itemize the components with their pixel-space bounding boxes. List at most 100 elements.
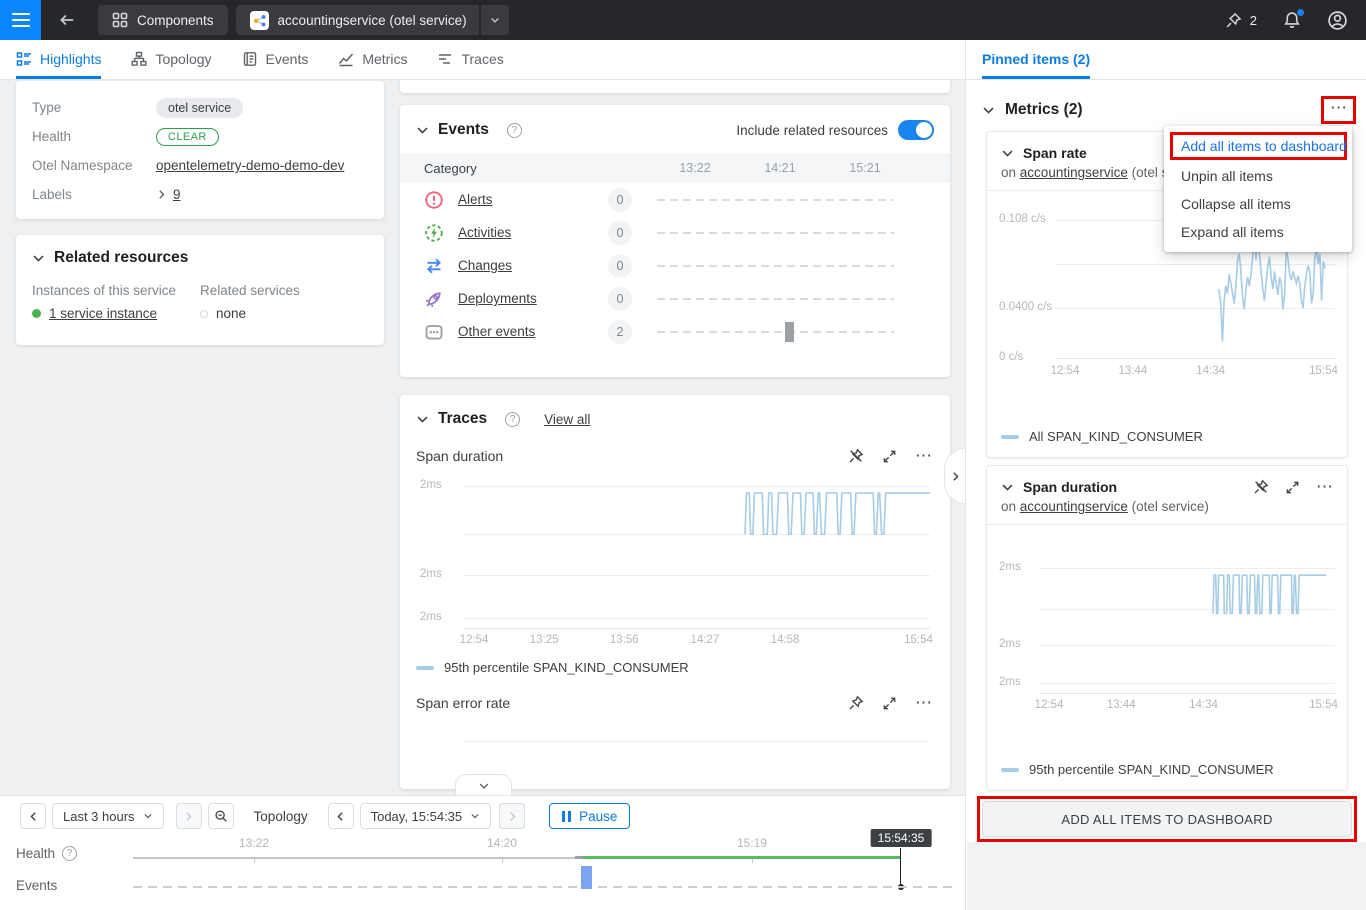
related-services-column: Related services none	[200, 283, 368, 321]
y-axis-label: 2ms	[420, 478, 442, 491]
pinned-span-duration-chart[interactable]: 2ms 2ms 2ms 12:54 13:44 14:34 15:54	[999, 551, 1338, 711]
tab-traces[interactable]: Traces	[437, 40, 504, 79]
labels-label: Labels	[32, 187, 72, 202]
more-options-icon[interactable]: ⋯	[915, 693, 932, 712]
time-range-back-button[interactable]	[20, 803, 46, 829]
span-duration-legend: 95th percentile SPAN_KIND_CONSUMER	[416, 660, 950, 675]
x-axis-label: 15:54	[1309, 365, 1338, 377]
events-timeline[interactable]	[133, 886, 958, 888]
timeline-marker-badge[interactable]: 15:54:35	[870, 829, 932, 847]
topology-time-forward-button[interactable]	[499, 803, 526, 829]
span-rate-chart[interactable]: 0.108 c/s 0.0400 c/s 0 c/s 12:54 13:44 14:34 1…	[999, 213, 1338, 377]
chevron-down-icon[interactable]	[416, 413, 429, 426]
event-row-other: Other events 2	[400, 315, 950, 348]
chevron-down-icon[interactable]	[982, 104, 995, 117]
changes-count: 0	[608, 253, 632, 278]
span-duration-chart[interactable]: 2ms 2ms 2ms 12:54 13:25 13:56 14:27 14:58 15:54	[420, 478, 933, 646]
service-link[interactable]: accountingservice	[1019, 165, 1128, 180]
include-related-label: Include related resources	[736, 122, 888, 138]
menu-item-add-all-to-dashboard[interactable]: Add all items to dashboard	[1170, 132, 1347, 160]
pinned-items-button[interactable]: 2	[1225, 12, 1257, 29]
health-row-label: Health ?	[16, 846, 78, 861]
gridline	[1055, 264, 1335, 266]
view-all-link[interactable]: View all	[544, 411, 591, 427]
other-events-link[interactable]: Other events	[458, 324, 536, 339]
menu-item-expand-all[interactable]: Expand all items	[1181, 224, 1284, 240]
chevron-down-icon[interactable]	[416, 124, 429, 137]
pause-button[interactable]: Pause	[549, 803, 631, 829]
labels-count-link[interactable]: 9	[173, 187, 181, 202]
help-icon[interactable]: ?	[506, 122, 522, 138]
topology-time-back-button[interactable]	[327, 803, 354, 829]
chevron-down-icon[interactable]	[1001, 481, 1014, 494]
pause-icon	[562, 810, 572, 822]
zoom-out-button[interactable]	[207, 803, 234, 829]
tab-highlights[interactable]: Highlights	[16, 40, 102, 79]
scroll-expander-button[interactable]	[455, 774, 512, 796]
health-label: Health	[32, 129, 72, 144]
expand-icon[interactable]	[1285, 480, 1300, 495]
chevron-right-icon[interactable]	[156, 189, 167, 200]
x-axis-label: 15:54	[904, 634, 933, 646]
health-timeline-unknown[interactable]	[575, 856, 583, 859]
tab-metrics[interactable]: Metrics	[338, 40, 407, 79]
back-button[interactable]	[53, 6, 81, 34]
add-all-items-to-dashboard-button[interactable]: ADD ALL ITEMS TO DASHBOARD	[982, 801, 1352, 837]
tab-metrics-label: Metrics	[362, 51, 408, 67]
unpin-icon[interactable]	[848, 448, 864, 464]
service-instance-link[interactable]: 1 service instance	[49, 306, 158, 321]
hamburger-menu-button[interactable]	[0, 0, 41, 40]
more-options-icon[interactable]: ⋯	[915, 446, 932, 465]
health-timeline-green[interactable]	[583, 856, 901, 859]
tab-service[interactable]: accountingservice (otel service)	[235, 5, 479, 35]
user-menu-button[interactable]	[1327, 10, 1348, 31]
tab-service-label: accountingservice (otel service)	[277, 12, 467, 28]
other-events-icon	[424, 322, 444, 342]
menu-item-collapse-all[interactable]: Collapse all items	[1181, 196, 1291, 212]
deployments-link[interactable]: Deployments	[458, 291, 537, 306]
namespace-link[interactable]: opentelemetry-demo-demo-dev	[156, 158, 345, 173]
pin-icon[interactable]	[848, 695, 864, 711]
expand-icon[interactable]	[882, 449, 897, 464]
help-icon[interactable]: ?	[505, 411, 521, 427]
events-timeline-bar[interactable]	[581, 866, 592, 889]
events-table-header: Category 13:22 14:21 15:21	[400, 153, 950, 183]
changes-link[interactable]: Changes	[458, 258, 513, 273]
include-related-toggle[interactable]	[898, 120, 934, 140]
unpin-icon[interactable]	[1253, 479, 1269, 495]
topology-time-dropdown[interactable]: Today, 15:54:35	[359, 803, 492, 829]
tab-pinned-items[interactable]: Pinned items (2)	[982, 40, 1091, 79]
tab-topology[interactable]: Topology	[131, 40, 212, 79]
changes-sparkline	[657, 264, 894, 267]
more-options-icon[interactable]: ⋯	[1316, 477, 1333, 496]
x-axis-label: 15:54	[1309, 699, 1338, 711]
chevron-down-icon[interactable]	[1001, 147, 1014, 160]
service-tab-dropdown[interactable]	[480, 5, 509, 35]
chevron-down-icon[interactable]	[32, 252, 45, 265]
time-range-dropdown[interactable]: Last 3 hours	[52, 803, 164, 829]
notifications-button[interactable]	[1283, 9, 1304, 29]
related-resources-title: Related resources	[54, 249, 189, 266]
green-status-dot	[32, 309, 41, 318]
alerts-link[interactable]: Alerts	[458, 192, 493, 207]
metrics-more-options-icon[interactable]: ⋯	[1330, 98, 1347, 117]
menu-item-unpin-all[interactable]: Unpin all items	[1181, 168, 1273, 184]
pinned-items-panel: Pinned items (2) Metrics (2) ⋯ Span rate…	[965, 40, 1366, 910]
span-duration-title: Span duration	[1023, 479, 1118, 495]
gridline	[464, 628, 930, 629]
health-timeline-gray[interactable]	[133, 857, 575, 859]
x-axis-label: 12:54	[1034, 699, 1064, 711]
tab-components[interactable]: Components	[98, 5, 228, 35]
expand-icon[interactable]	[882, 696, 897, 711]
gridline	[1039, 568, 1335, 570]
activities-link[interactable]: Activities	[458, 225, 512, 240]
time-range-forward-button[interactable]	[175, 803, 202, 829]
tab-events[interactable]: Events	[242, 40, 308, 79]
service-link[interactable]: accountingservice	[1019, 499, 1128, 514]
pin-icon	[1225, 12, 1242, 29]
topology-time-value: Today, 15:54:35	[370, 808, 463, 824]
help-icon[interactable]: ?	[62, 846, 78, 861]
grid-icon	[112, 12, 128, 28]
y-axis-label: 2ms	[999, 637, 1021, 650]
x-axis-label: 14:34	[1189, 699, 1218, 711]
